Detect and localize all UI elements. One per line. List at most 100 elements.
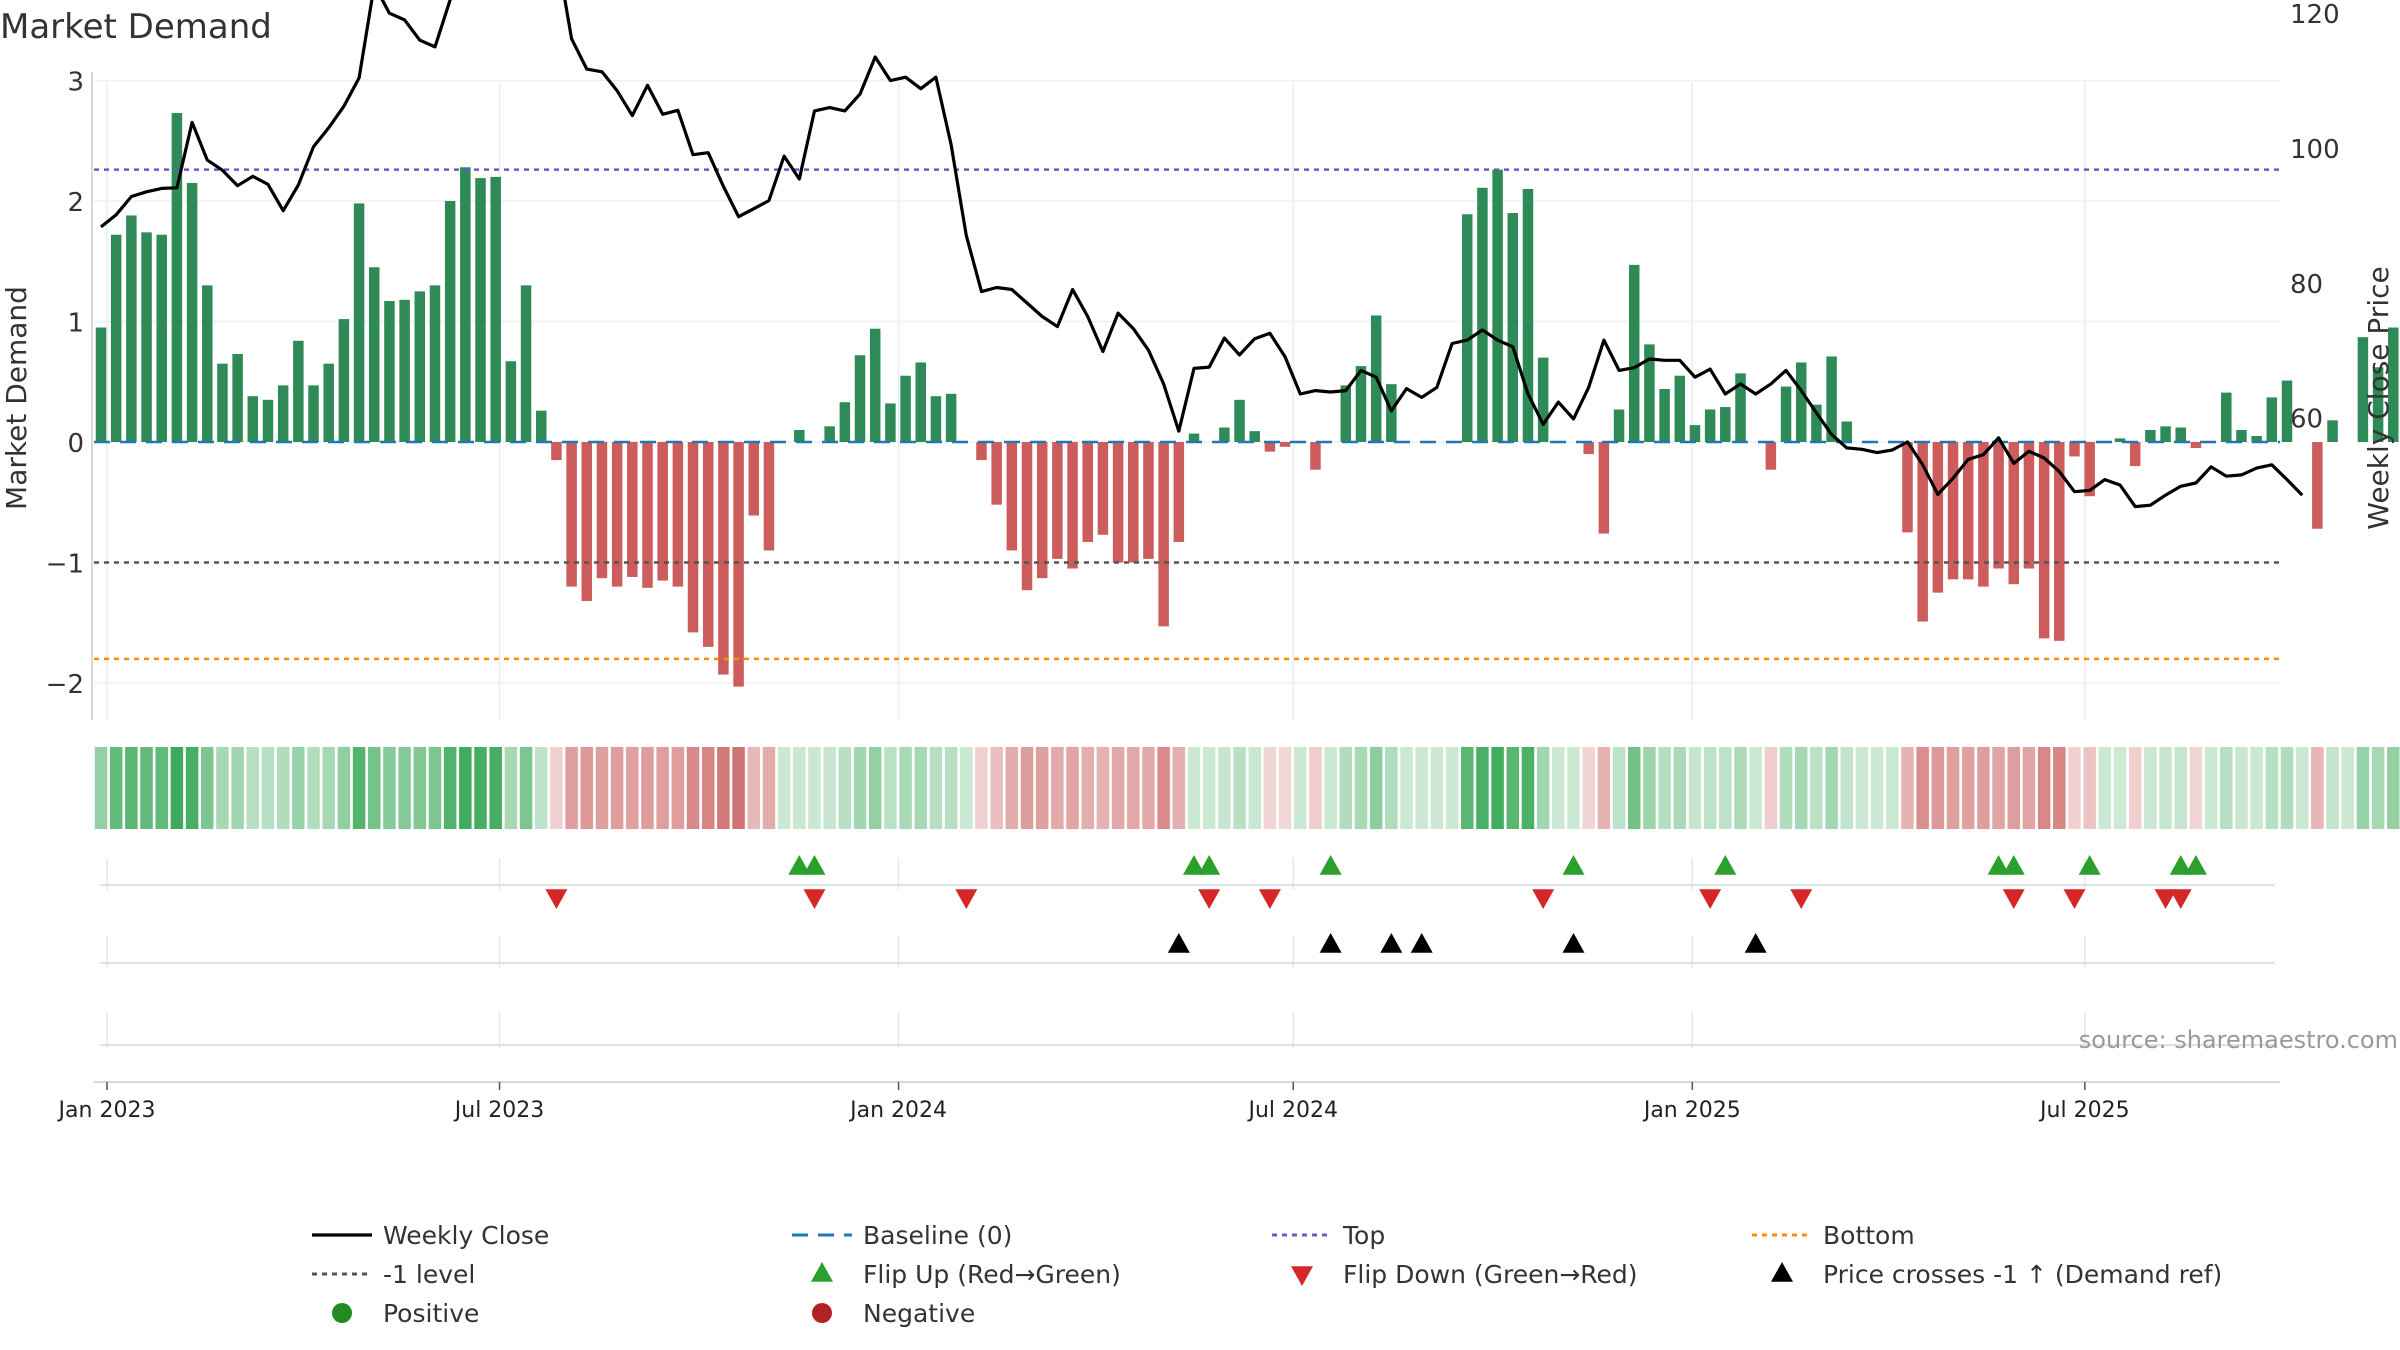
flip-up-marker bbox=[1987, 855, 2010, 875]
bar-positive bbox=[869, 328, 881, 442]
y2-tick-label: 120 bbox=[2290, 0, 2340, 30]
bar-positive bbox=[1613, 409, 1625, 442]
bar-negative bbox=[642, 442, 653, 588]
strip-cell bbox=[1855, 747, 1869, 829]
bar-positive bbox=[460, 167, 471, 442]
strip-cell bbox=[1339, 747, 1353, 829]
bar-negative bbox=[733, 442, 744, 687]
strip-cell bbox=[2128, 747, 2142, 829]
bar-negative bbox=[1036, 442, 1048, 579]
strip-cell bbox=[292, 747, 305, 829]
strip-cell bbox=[2265, 747, 2279, 829]
bar-negative bbox=[1052, 442, 1063, 559]
strip-cell bbox=[550, 747, 563, 829]
flip-up-marker bbox=[803, 855, 826, 875]
bar-positive bbox=[1780, 386, 1792, 442]
strip-cell bbox=[1218, 747, 1231, 829]
strip-cell bbox=[1582, 747, 1595, 829]
strip-cell bbox=[1901, 747, 1914, 829]
x-tick-label: Jul 2024 bbox=[1246, 1098, 1338, 1123]
bar-positive bbox=[1704, 409, 1716, 442]
strip-cell bbox=[1415, 747, 1428, 829]
strip-cell bbox=[1051, 747, 1064, 829]
bar-positive bbox=[1234, 399, 1245, 442]
price-cross-marker bbox=[1562, 933, 1585, 953]
bar-positive bbox=[186, 182, 198, 443]
strip-cell bbox=[2159, 747, 2172, 829]
bar-positive bbox=[475, 178, 486, 443]
strip-cell bbox=[1066, 747, 1079, 829]
strip-cell bbox=[975, 747, 988, 829]
legend-flip_up-label: Flip Up (Red→Green) bbox=[863, 1260, 1121, 1289]
bar-positive bbox=[1507, 213, 1519, 442]
bar-positive bbox=[1720, 407, 1731, 442]
strip-cell bbox=[2174, 747, 2187, 829]
bar-positive bbox=[1811, 404, 1822, 442]
strip-cell bbox=[686, 747, 700, 829]
strip-cell bbox=[1142, 747, 1155, 829]
strip-cell bbox=[383, 747, 396, 829]
x-tick-label: Jan 2023 bbox=[57, 1098, 156, 1123]
strip-cell bbox=[1643, 747, 1656, 829]
bar-negative bbox=[687, 442, 699, 633]
bar-positive bbox=[308, 385, 319, 442]
bar-negative bbox=[566, 442, 577, 587]
strip-cell bbox=[2098, 747, 2112, 829]
strip-cell bbox=[580, 747, 594, 829]
strip-cell bbox=[368, 747, 381, 829]
flip-down-marker bbox=[955, 889, 978, 909]
strip-cell bbox=[94, 747, 108, 829]
strip-cell bbox=[1096, 747, 1110, 829]
strip-cell bbox=[1825, 747, 1838, 829]
flip-down-marker bbox=[2169, 889, 2192, 909]
strip-cell bbox=[337, 747, 351, 829]
strip-cell bbox=[671, 747, 685, 829]
price-cross-marker bbox=[1319, 933, 1342, 953]
y-tick-label: 1 bbox=[67, 309, 84, 339]
strip-cell bbox=[2189, 747, 2203, 829]
bar-positive bbox=[338, 319, 350, 442]
strip-cell bbox=[1536, 747, 1550, 829]
strip-cell bbox=[1931, 747, 1945, 829]
strip-cell bbox=[1202, 747, 1216, 829]
bar-negative bbox=[1993, 442, 2004, 569]
flip-up-marker bbox=[1714, 855, 1737, 875]
bar-positive bbox=[232, 354, 243, 442]
bar-negative bbox=[1310, 442, 1321, 470]
legend-cross-label: Price crosses -1 ↑ (Demand ref) bbox=[1823, 1260, 2222, 1289]
strip-cell bbox=[747, 747, 761, 829]
strip-cell bbox=[899, 747, 912, 829]
price-cross-marker bbox=[1744, 933, 1767, 953]
demand-bars bbox=[95, 113, 2399, 687]
strip-cell bbox=[1612, 747, 1626, 829]
bar-positive bbox=[1628, 264, 1640, 442]
bar-positive bbox=[2175, 427, 2186, 442]
strip-cell bbox=[216, 747, 229, 829]
strip-cell bbox=[777, 747, 791, 829]
bar-positive bbox=[384, 301, 395, 442]
strip-cell bbox=[2235, 747, 2248, 829]
bar-positive bbox=[2236, 429, 2247, 442]
bar-positive bbox=[2281, 380, 2293, 442]
legend-top-label: Top bbox=[1342, 1221, 1385, 1250]
bar-negative bbox=[1097, 442, 1109, 535]
bar-positive bbox=[945, 393, 957, 442]
bar-positive bbox=[900, 375, 911, 442]
bar-negative bbox=[2008, 442, 2019, 585]
bar-positive bbox=[2357, 337, 2369, 442]
bar-negative bbox=[1978, 442, 1989, 587]
strip-cell bbox=[2022, 747, 2036, 829]
chart-title: Market Demand bbox=[0, 7, 272, 47]
strip-cell bbox=[1552, 747, 1565, 829]
legend-flip_down-swatch bbox=[1291, 1266, 1313, 1286]
strip-cell bbox=[1127, 747, 1140, 829]
flip-up-marker bbox=[788, 855, 811, 875]
price-cross-marker bbox=[1380, 933, 1403, 953]
strip-cell bbox=[1794, 747, 1808, 829]
bar-positive bbox=[2114, 438, 2126, 442]
strip-cell bbox=[1445, 747, 1459, 829]
bar-negative bbox=[1112, 442, 1124, 563]
strip-cell bbox=[246, 747, 260, 829]
bar-positive bbox=[2266, 397, 2278, 442]
strip-cell bbox=[1491, 747, 1504, 829]
